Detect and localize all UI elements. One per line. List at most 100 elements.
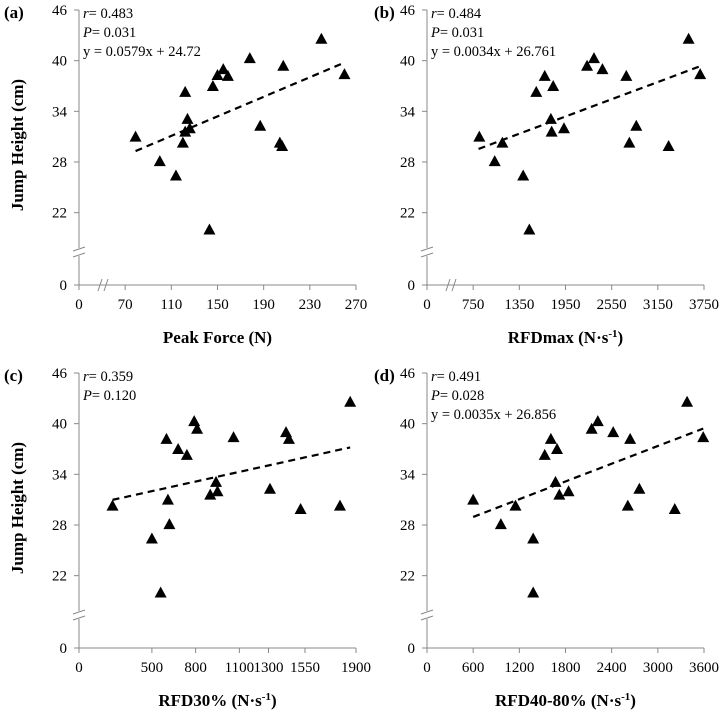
y-tick-label: 0 — [60, 278, 68, 294]
x-axis-label-tail: ) — [271, 691, 277, 710]
data-point — [191, 422, 204, 434]
stat-r: r= 0.359 — [83, 369, 133, 385]
x-tick-label: 500 — [141, 660, 164, 676]
y-tick-label: 46 — [400, 3, 416, 19]
x-tick-label: 190 — [252, 297, 275, 313]
data-point — [183, 122, 196, 134]
x-axis-label-tail: ) — [630, 691, 636, 710]
x-axis-label-sup: -1 — [608, 328, 617, 340]
data-point — [217, 63, 230, 75]
y-tick-label: 22 — [400, 569, 415, 585]
x-axis-label-sup: -1 — [621, 691, 630, 703]
data-point — [221, 69, 234, 81]
panel-label: (c) — [4, 366, 23, 385]
data-point — [154, 586, 167, 598]
stat-r: r= 0.483 — [83, 6, 133, 22]
data-point — [129, 130, 142, 142]
data-point — [530, 85, 543, 97]
data-point — [163, 518, 176, 530]
data-point — [682, 32, 695, 44]
data-point — [206, 80, 219, 91]
y-tick-label: 22 — [400, 206, 415, 222]
data-point — [473, 130, 486, 142]
y-tick-label: 40 — [52, 54, 67, 70]
x-tick-label: 1300 — [254, 660, 284, 676]
data-point — [243, 52, 256, 64]
x-tick-label: 230 — [299, 297, 322, 313]
data-point — [179, 85, 192, 97]
y-axis-label-top: Jump Height (cm) — [8, 79, 27, 211]
data-point — [172, 443, 185, 454]
data-point — [315, 32, 328, 44]
panel-label: (a) — [4, 3, 24, 22]
data-point — [467, 493, 480, 505]
y-tick-label: 28 — [400, 155, 415, 171]
data-point — [153, 155, 166, 167]
data-point — [694, 68, 707, 80]
data-point — [527, 532, 540, 544]
y-tick-label: 28 — [400, 518, 415, 534]
data-point — [211, 69, 224, 81]
data-point — [496, 136, 509, 148]
data-point — [488, 155, 501, 167]
y-axis-label-bottom: Jump Height (cm) — [8, 442, 27, 574]
y-axis-break-mark — [72, 246, 86, 258]
y-tick-label: 28 — [52, 518, 67, 534]
stat-r-value: = 0.483 — [89, 6, 133, 22]
y-tick-label: 28 — [52, 155, 67, 171]
data-point — [181, 112, 194, 124]
data-point — [282, 432, 295, 444]
data-point — [527, 586, 540, 598]
data-point — [668, 502, 681, 514]
stat-equation: y = 0.0034x + 26.761 — [431, 44, 556, 60]
x-axis-label: RFD30% (N·s-1) — [158, 691, 276, 710]
y-tick-label: 40 — [400, 417, 415, 433]
x-axis-break-mark — [445, 278, 457, 292]
data-point — [538, 448, 551, 460]
data-point — [553, 488, 566, 500]
data-point — [621, 499, 634, 511]
y-tick-label: 40 — [400, 54, 415, 70]
data-point — [544, 112, 557, 124]
x-axis-label-main: RFDmax (N·s — [508, 328, 609, 347]
stat-r-symbol: r — [83, 369, 89, 385]
trend-line — [135, 61, 345, 153]
x-axis-label-main: RFD40-80% (N·s — [495, 691, 621, 710]
y-axis-break-mark — [72, 609, 86, 621]
data-point — [494, 518, 507, 530]
stat-p-value: = 0.031 — [92, 25, 136, 41]
x-tick-label: 1950 — [551, 297, 581, 313]
x-tick-label: 600 — [462, 660, 485, 676]
x-tick-label: 0 — [423, 297, 431, 313]
panel-b: 0 22 28 34 40 46 0 750 1350 1950 2550 3150 3750 RFDma… — [374, 3, 719, 347]
y-tick-label: 46 — [52, 366, 68, 382]
data-point — [333, 499, 346, 511]
stat-r-symbol: r — [83, 6, 89, 22]
stat-r-value: = 0.359 — [89, 369, 133, 385]
data-point — [106, 499, 119, 511]
data-point — [620, 69, 633, 81]
x-axis-label-tail: ) — [618, 328, 624, 347]
stat-p-symbol: P — [82, 25, 92, 41]
x-tick-label: 3150 — [643, 297, 673, 313]
y-tick-label: 46 — [400, 366, 416, 382]
y-tick-label: 22 — [52, 569, 67, 585]
x-axis-break-mark — [97, 278, 109, 292]
data-point — [227, 431, 240, 443]
stat-p-symbol: P — [82, 388, 92, 404]
data-point — [607, 426, 620, 438]
y-tick-label: 0 — [408, 641, 416, 657]
y-tick-label: 34 — [52, 104, 68, 120]
x-axis-label: RFDmax (N·s-1) — [508, 328, 623, 347]
data-point — [254, 119, 267, 131]
y-tick-label: 40 — [52, 417, 67, 433]
x-tick-label: 750 — [462, 297, 485, 313]
data-point — [188, 415, 201, 427]
data-point — [160, 432, 173, 444]
x-tick-label: 2400 — [597, 660, 627, 676]
data-point — [211, 485, 224, 497]
data-point — [277, 59, 290, 71]
data-point — [294, 502, 307, 514]
x-tick-label: 3000 — [643, 660, 673, 676]
data-point — [169, 169, 182, 181]
